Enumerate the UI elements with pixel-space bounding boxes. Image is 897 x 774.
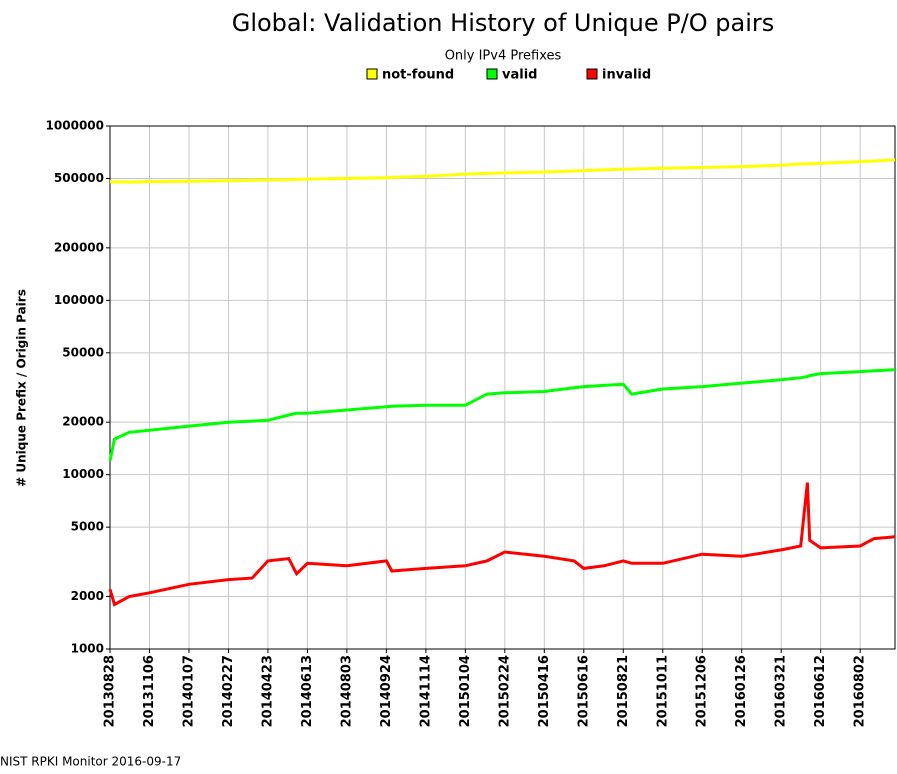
footer: NIST RPKI Monitor 2016-09-17 [0,755,181,769]
x-tick-label: 20130828 [103,655,118,727]
chart-subtitle: Only IPv4 Prefixes [445,49,562,64]
y-tick-label: 1000000 [46,119,104,133]
x-tick-label: 20140423 [260,655,275,727]
legend-label: invalid [602,68,651,83]
y-tick-label: 100000 [54,293,104,307]
y-tick-label: 1000 [71,642,104,656]
x-tick-label: 20140613 [300,655,315,727]
plot-area [110,126,895,649]
x-tick-label: 20150104 [458,655,473,727]
x-tick-label: 20141114 [418,655,433,727]
x-tick-label: 20150616 [576,655,591,727]
y-axis-label: # Unique Prefix / Origin Pairs [15,289,29,487]
x-tick-label: 20140107 [181,655,196,727]
legend-label: valid [502,68,537,83]
y-tick-label: 50000 [62,345,104,359]
y-tick-label: 10000 [62,467,104,481]
legend-label: not-found [382,68,454,83]
x-tick-label: 20140803 [339,655,354,727]
x-tick-label: 20160126 [734,655,749,727]
legend-swatch [586,68,598,80]
x-tick-label: 20160321 [774,655,789,727]
x-tick-label: 20140227 [221,655,236,727]
x-tick-label: 20150224 [497,655,512,727]
x-tick-label: 20140924 [379,655,394,727]
y-tick-label: 200000 [54,240,104,254]
series-line [108,482,896,607]
y-tick-label: 500000 [54,171,104,185]
x-tick-label: 20131106 [142,655,157,727]
x-tick-label: 20150416 [537,655,552,727]
x-tick-label: 20160612 [813,655,828,727]
plot-border [109,125,896,650]
x-tick-label: 20150821 [616,655,631,727]
series-line [109,158,896,184]
y-tick-label: 5000 [71,520,104,534]
legend-swatch [366,68,378,80]
chart-title: Global: Validation History of Unique P/O… [232,9,775,37]
y-tick-label: 2000 [71,589,104,603]
series-line [108,368,896,462]
y-tick-label: 20000 [62,415,104,429]
x-tick-label: 20151206 [695,655,710,727]
x-tick-label: 20160802 [853,655,868,727]
x-tick-label: 20151011 [655,655,670,727]
legend-swatch [486,68,498,80]
